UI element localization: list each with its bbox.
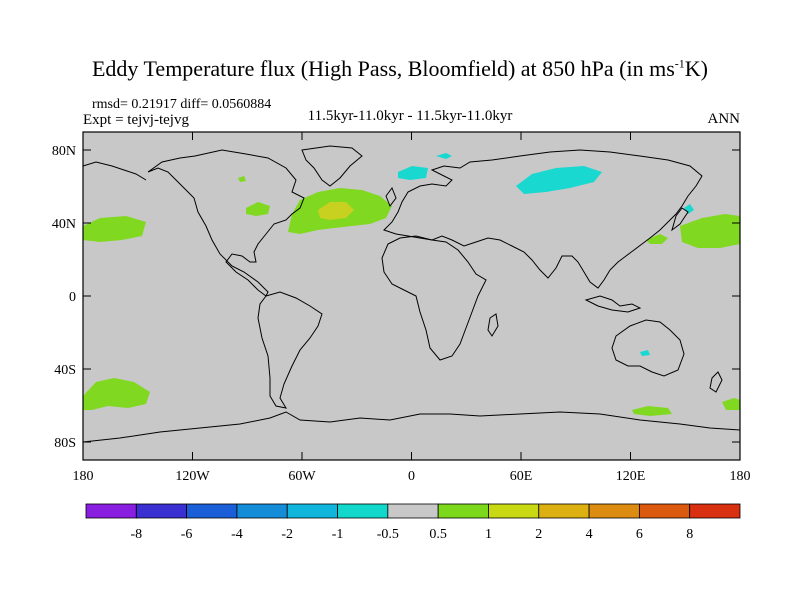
colorbar-label: 4: [586, 527, 593, 542]
colorbar-labels: -8 -6 -4 -2 -1 -0.5 0.5 1 2 4 6 8: [130, 527, 693, 542]
coastline-greenland: [301, 145, 363, 187]
plot-title: Eddy Temperature flux (High Pass, Bloomf…: [91, 56, 708, 81]
coastline-uk: [385, 186, 397, 208]
axis-ticks: [83, 132, 740, 460]
colorbar-label: -2: [281, 527, 293, 542]
anomaly-region-n-pacific-west: [680, 214, 740, 248]
lon-tick-label: 120E: [616, 469, 646, 484]
anomaly-region-arctic-small: [436, 153, 452, 159]
colorbar-label: -6: [181, 527, 193, 542]
stats-label: rmsd= 0.21917 diff= 0.0560884: [92, 97, 272, 112]
colorbar-label: -8: [130, 527, 142, 542]
anomaly-region-japan: [646, 234, 668, 244]
map-area: [83, 132, 740, 460]
colorbar-swatch: [286, 503, 338, 519]
colorbar-label: 1: [485, 527, 492, 542]
coastline-alaska: [82, 161, 147, 181]
lon-tick-label: 60W: [288, 469, 316, 484]
colorbar-swatch: [488, 503, 540, 519]
lon-tick-label: 180: [73, 469, 94, 484]
lon-tick-label: 0: [408, 469, 415, 484]
lon-tick-label: 180: [730, 469, 751, 484]
colorbar-swatch: [689, 503, 741, 519]
lat-tick-labels: 80N 40N 0 40S 80S: [52, 144, 76, 451]
experiment-label: Expt = tejvj-tejvg: [83, 112, 189, 128]
colorbar: [85, 503, 741, 519]
coastline-australia: [611, 319, 685, 377]
coastline-indonesia: [584, 295, 642, 313]
lat-tick-label: 80N: [52, 144, 76, 159]
coastline-south-america: [257, 291, 323, 409]
colorbar-swatch: [437, 503, 489, 519]
colorbar-label: -0.5: [377, 527, 399, 542]
coastline-antarctica: [82, 411, 741, 443]
anomaly-region-s-pacific: [83, 378, 150, 410]
lon-tick-labels: 180 120W 60W 0 60E 120E 180: [73, 469, 751, 484]
anomaly-region-aus-north: [640, 350, 650, 356]
colorbar-label: -1: [332, 527, 344, 542]
coastlines: [82, 145, 741, 443]
lat-tick-label: 0: [69, 290, 76, 305]
coastline-africa: [381, 235, 487, 361]
colorbar-label: 2: [535, 527, 542, 542]
anomaly-region-great-lakes: [246, 202, 270, 216]
season-label: ANN: [707, 111, 741, 127]
anomaly-region-greenland: [238, 176, 246, 182]
lon-tick-label: 60E: [510, 469, 533, 484]
anomaly-region-siberia: [516, 166, 602, 194]
lat-tick-label: 80S: [54, 436, 76, 451]
anomaly-region-s-indian: [632, 406, 672, 416]
lat-tick-label: 40S: [54, 363, 76, 378]
negative-anomaly-regions: [398, 153, 694, 356]
anomaly-region-s-pacific-west: [722, 398, 740, 410]
coastline-japan: [671, 207, 689, 232]
lat-tick-label: 40N: [52, 217, 76, 232]
colorbar-swatch: [387, 503, 439, 519]
coastline-north-america: [147, 149, 305, 297]
colorbar-swatch: [638, 503, 691, 519]
colorbar-swatch: [588, 503, 640, 519]
colorbar-swatch: [85, 503, 137, 519]
colorbar-swatch: [337, 503, 389, 519]
lon-tick-label: 120W: [175, 469, 210, 484]
colorbar-swatch: [186, 503, 238, 519]
colorbar-swatch: [236, 503, 288, 519]
colorbar-swatch: [135, 503, 188, 519]
colorbar-label: 6: [636, 527, 643, 542]
colorbar-label: -4: [231, 527, 243, 542]
coastline-madagascar: [487, 313, 499, 337]
colorbar-swatch: [538, 503, 590, 519]
coastline-new-zealand: [709, 371, 723, 393]
period-label: 11.5kyr-11.0kyr - 11.5kyr-11.0kyr: [307, 108, 513, 124]
strong-anomaly-region: [318, 202, 354, 220]
colorbar-label: 0.5: [429, 527, 447, 542]
anomaly-region-n-pacific-east: [83, 216, 146, 242]
coastline-eurasia: [383, 149, 703, 289]
colorbar-label: 8: [686, 527, 693, 542]
anomaly-region-barents: [398, 166, 428, 180]
